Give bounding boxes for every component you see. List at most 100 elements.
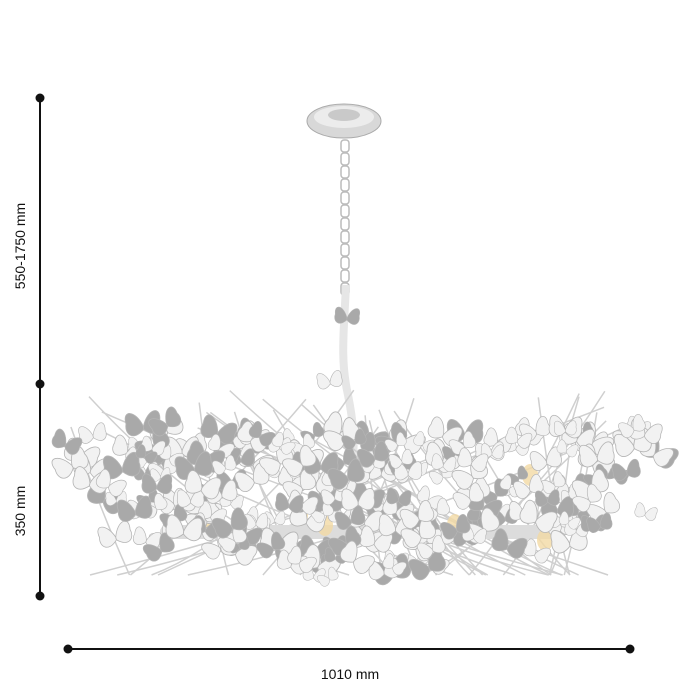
butterfly-wing-left bbox=[51, 457, 74, 479]
butterfly-wing-right bbox=[352, 555, 375, 574]
butterfly bbox=[275, 492, 304, 514]
butterfly-wing-left bbox=[550, 530, 571, 554]
butterfly-wing-left bbox=[320, 489, 336, 506]
butterfly-wing-right bbox=[401, 448, 414, 465]
butterfly-wing-left bbox=[452, 492, 472, 510]
butterfly-wing-right bbox=[328, 566, 339, 581]
butterfly-wing-right bbox=[596, 441, 615, 465]
butterfly bbox=[378, 514, 413, 537]
chain-link bbox=[340, 217, 350, 231]
butterfly-wing-right bbox=[288, 495, 304, 514]
butterfly-wing-right bbox=[397, 490, 412, 507]
butterfly-wing-left bbox=[368, 560, 385, 581]
butterfly-wing-left bbox=[234, 472, 255, 492]
butterfly-wing-right bbox=[280, 441, 296, 455]
butterfly-wing-right bbox=[230, 507, 248, 531]
butterfly-wing-right bbox=[274, 511, 286, 525]
butterfly-wing-left bbox=[408, 559, 431, 581]
butterfly-wing-left bbox=[399, 508, 420, 529]
butterfly-wing-left bbox=[334, 511, 352, 530]
butterfly-wing-left bbox=[417, 485, 430, 502]
butterfly-wing-left bbox=[359, 525, 376, 548]
butterfly-wing-left bbox=[78, 426, 94, 444]
butterfly-wing-right bbox=[115, 520, 133, 543]
butterfly-wing-right bbox=[156, 474, 173, 495]
chain-link bbox=[340, 243, 350, 257]
butterfly-wing-left bbox=[275, 492, 290, 512]
butterfly-wing-right bbox=[200, 477, 222, 500]
butterfly-wing-right bbox=[470, 453, 489, 472]
butterfly-wing-left bbox=[200, 414, 219, 439]
butterfly-wing-right bbox=[643, 423, 663, 444]
butterfly bbox=[586, 512, 613, 533]
butterfly bbox=[382, 553, 407, 576]
butterfly-wing-right bbox=[165, 406, 182, 428]
butterfly-wing-left bbox=[141, 473, 158, 494]
butterfly-wing-right bbox=[473, 528, 487, 544]
butterfly-wing-right bbox=[565, 420, 577, 436]
butterfly bbox=[558, 511, 581, 530]
butterfly-wing-right bbox=[396, 432, 407, 446]
butterfly-wing-right bbox=[534, 547, 552, 564]
butterfly-wing-left bbox=[572, 496, 591, 512]
butterfly-wing-left bbox=[483, 427, 498, 447]
butterfly-wing-left bbox=[386, 487, 399, 505]
butterfly-wing-left bbox=[382, 553, 395, 569]
butterfly-wing-left bbox=[388, 454, 403, 469]
butterfly bbox=[165, 514, 203, 542]
butterfly-wing-left bbox=[427, 416, 445, 439]
butterfly bbox=[359, 525, 393, 553]
butterfly-wing-left bbox=[578, 444, 599, 468]
butterfly-wing-left bbox=[558, 511, 569, 525]
butterfly bbox=[400, 516, 436, 549]
butterfly bbox=[452, 482, 484, 510]
butterfly bbox=[282, 445, 317, 477]
chain-link bbox=[340, 256, 350, 270]
butterfly-wing-right bbox=[392, 561, 407, 576]
butterfly bbox=[211, 507, 248, 539]
butterfly-wing-left bbox=[356, 448, 376, 468]
chain-link bbox=[340, 191, 350, 205]
butterfly bbox=[200, 414, 238, 445]
butterfly bbox=[310, 501, 334, 524]
butterfly-wing-left bbox=[634, 502, 646, 518]
butterfly bbox=[341, 488, 375, 511]
butterfly-wing-right bbox=[491, 444, 504, 460]
dimension-dot-left bbox=[63, 644, 73, 654]
butterfly bbox=[519, 499, 558, 533]
butterfly-wing-right bbox=[154, 493, 168, 510]
butterfly-wing-left bbox=[341, 435, 357, 450]
butterfly-wing-left bbox=[135, 444, 146, 459]
butterfly-wing-left bbox=[142, 544, 163, 562]
butterfly-wing-left bbox=[256, 542, 274, 559]
butterfly-wing-left bbox=[132, 526, 147, 545]
butterfly-wing-right bbox=[107, 479, 127, 497]
butterfly bbox=[287, 545, 317, 574]
butterfly-wing-left bbox=[327, 468, 350, 490]
height-range-label: 550-1750 mm bbox=[12, 202, 28, 290]
butterfly-wing-left bbox=[148, 418, 169, 437]
butterfly-wing-left bbox=[201, 542, 221, 560]
chain-link bbox=[340, 152, 350, 166]
butterfly-wing-left bbox=[97, 526, 117, 548]
butterfly-wing-left bbox=[440, 522, 458, 540]
butterfly-wing-right bbox=[586, 483, 602, 503]
butterfly-wing-right bbox=[240, 448, 255, 467]
butterfly bbox=[116, 495, 153, 522]
butterfly-wing-right bbox=[419, 516, 436, 540]
butterfly-wing-right bbox=[547, 489, 560, 506]
butterfly-wing-left bbox=[287, 545, 302, 565]
butterfly-wing-right bbox=[312, 422, 325, 437]
chain bbox=[340, 139, 350, 296]
butterfly bbox=[78, 422, 107, 444]
butterfly bbox=[142, 532, 175, 562]
butterfly bbox=[417, 485, 444, 510]
butterfly bbox=[611, 458, 641, 482]
height-dimension-line bbox=[35, 93, 45, 601]
butterfly-wing-left bbox=[124, 413, 145, 437]
butterfly-wing-right bbox=[517, 465, 529, 480]
butterfly-wing-left bbox=[316, 373, 331, 390]
butterfly-wing-left bbox=[378, 514, 397, 537]
butterfly bbox=[135, 444, 158, 464]
